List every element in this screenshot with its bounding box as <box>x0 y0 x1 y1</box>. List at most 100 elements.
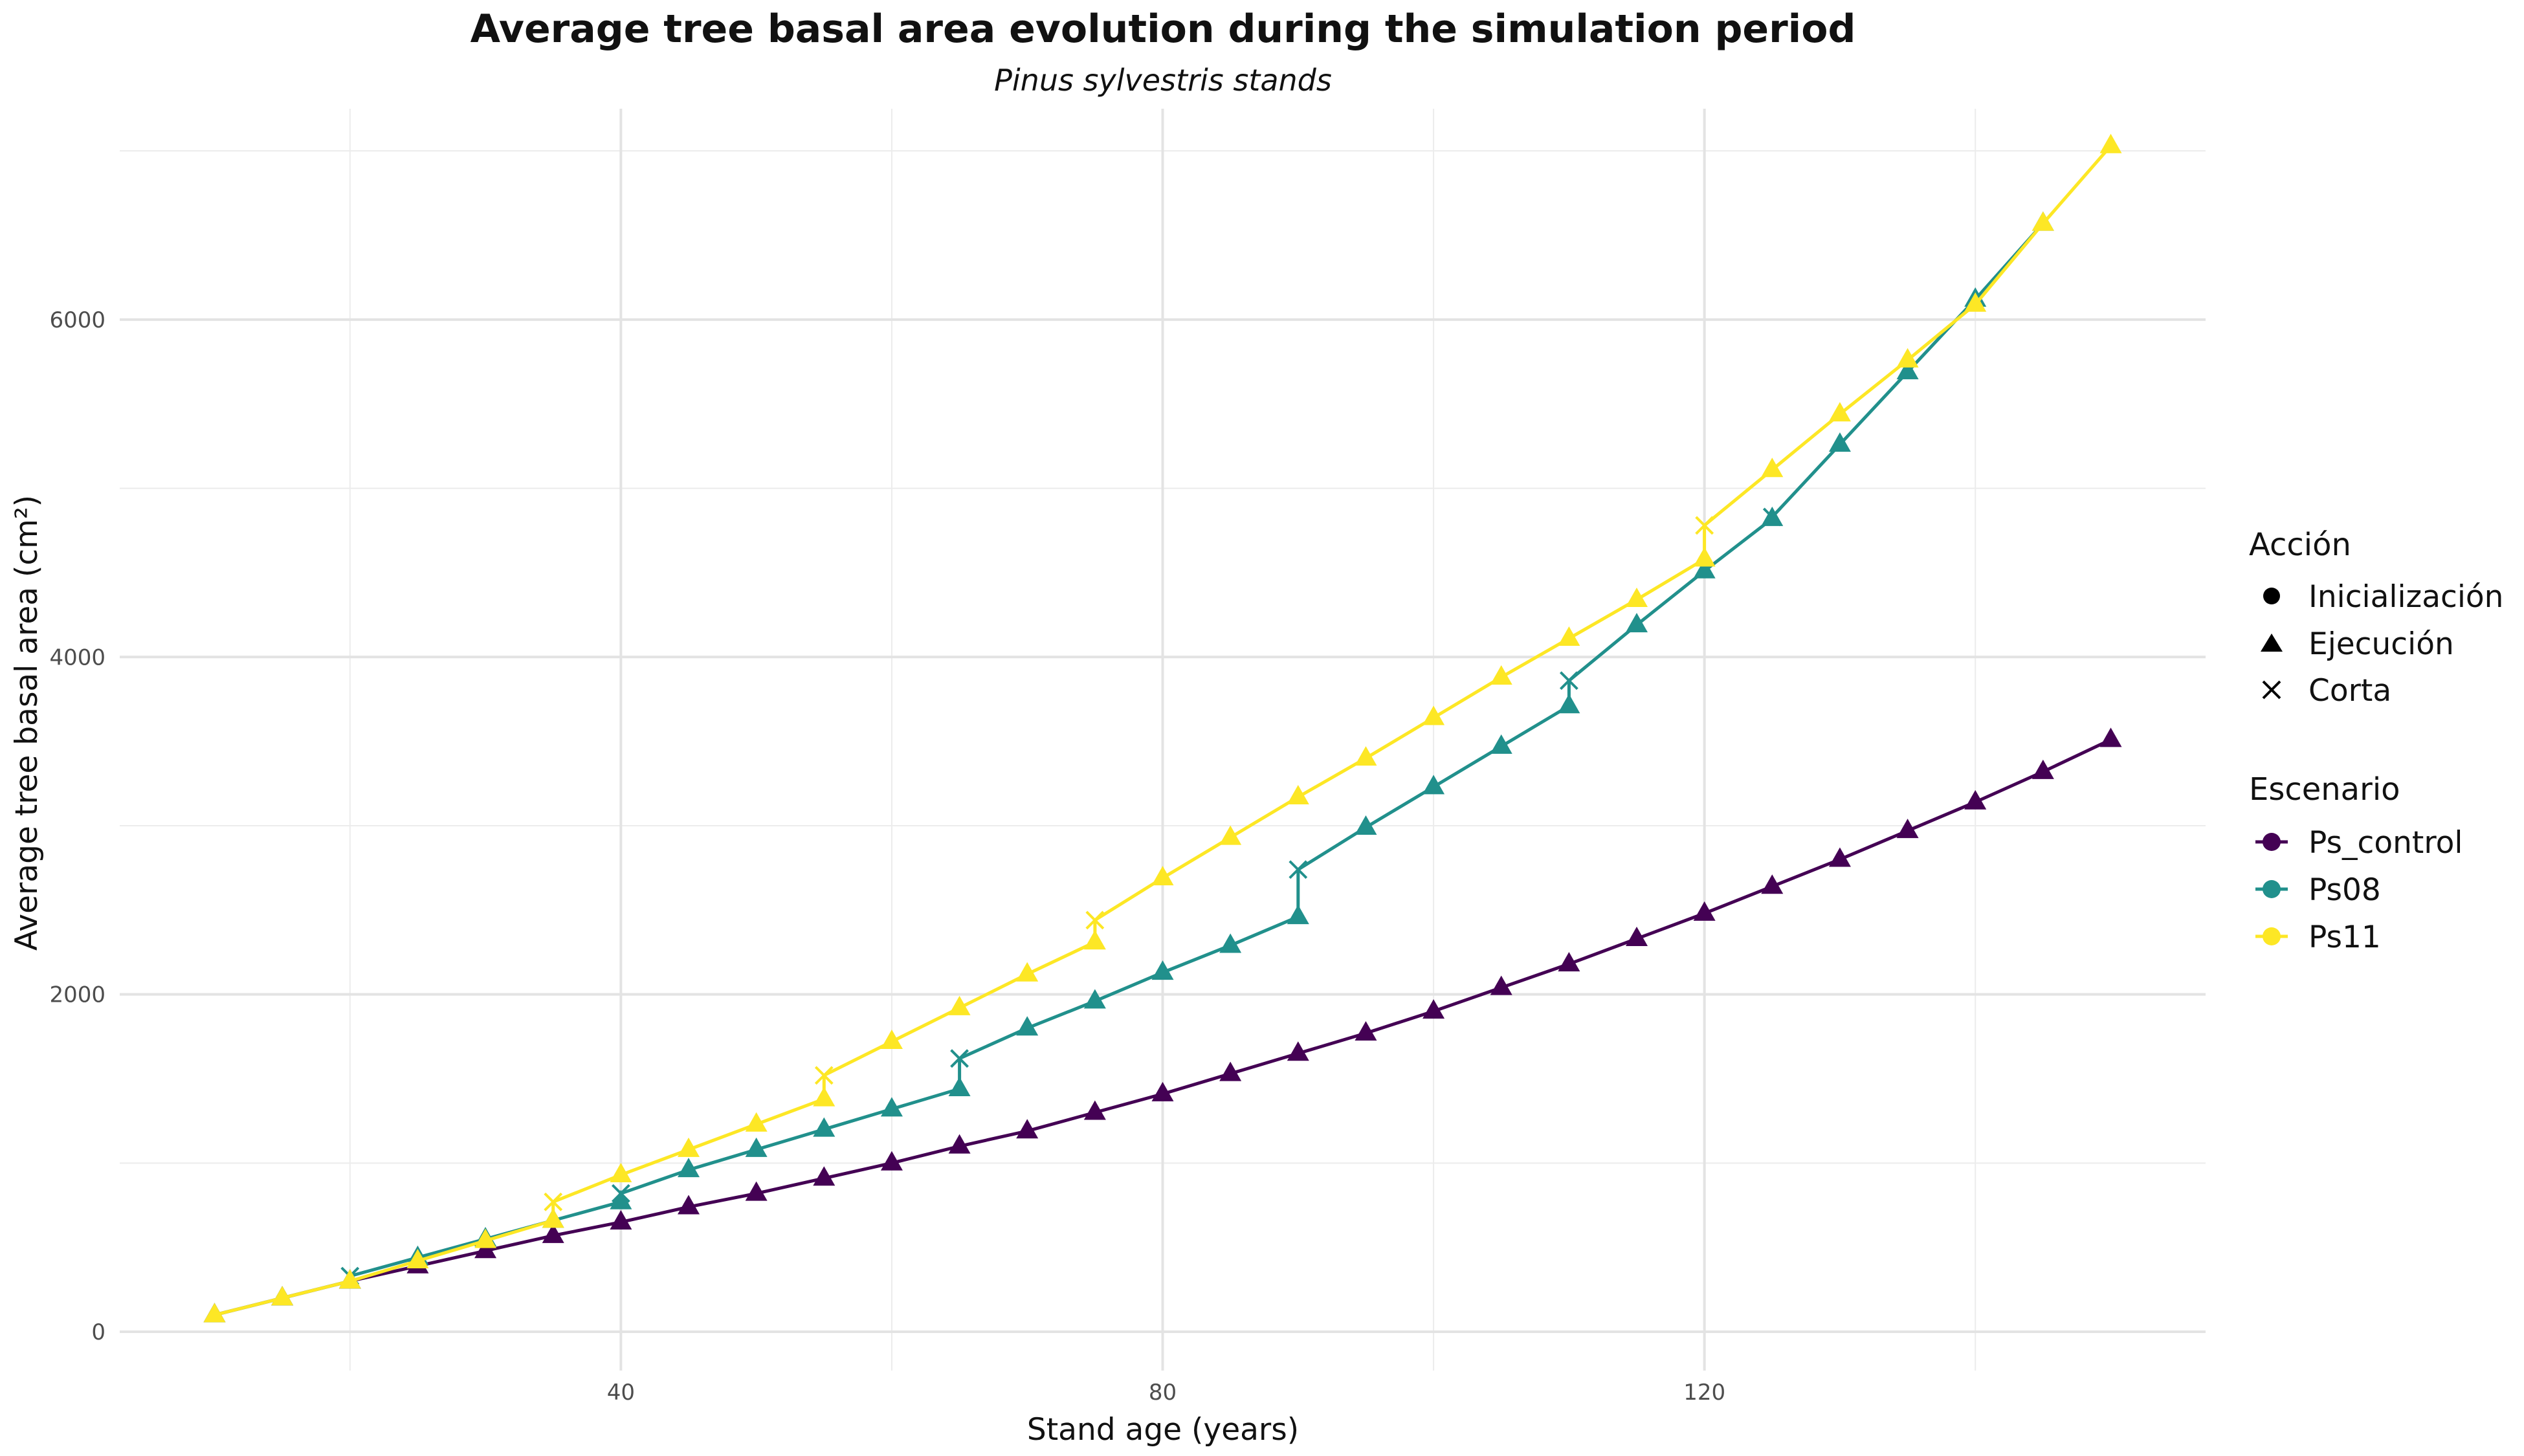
series-line <box>214 222 2044 1317</box>
ejecucion-point-marker <box>1219 825 1242 845</box>
ejecucion-point-marker <box>610 1209 632 1230</box>
ejecucion-point-marker <box>1964 789 1987 810</box>
series-ps08 <box>203 211 2054 1323</box>
ejecucion-point-marker <box>474 1239 497 1259</box>
legend-label-ejecucion: Ejecución <box>2308 626 2454 662</box>
ejecucion-point-marker <box>678 1137 700 1157</box>
y-tick-label: 6000 <box>49 307 105 333</box>
y-tick-label: 4000 <box>49 645 105 670</box>
ejecucion-point-marker <box>1626 927 1648 947</box>
ejecucion-point-marker <box>1151 866 1174 886</box>
ejecucion-point-marker <box>1828 847 1851 867</box>
ejecucion-point-marker <box>610 1189 632 1209</box>
ejecucion-point-marker <box>1896 347 1919 368</box>
series-layer <box>203 133 2122 1323</box>
legend-item-inicializacion: Inicialización <box>2263 579 2503 615</box>
legend-label-ps-control: Ps_control <box>2308 825 2463 861</box>
ejecucion-point-marker <box>474 1228 497 1248</box>
ejecucion-point-marker <box>1423 999 1445 1019</box>
ejecucion-point-marker <box>1355 746 1377 766</box>
ejecucion-point-marker <box>203 1303 226 1323</box>
ejecucion-point-marker <box>1287 905 1309 925</box>
corta-point-marker <box>950 1049 969 1068</box>
ejecucion-point-marker <box>1287 785 1309 805</box>
ejecucion-point-marker <box>948 1134 971 1154</box>
ejecucion-point-marker <box>542 1223 564 1243</box>
ejecucion-point-marker <box>1558 694 1580 714</box>
x-tick-label: 40 <box>607 1380 635 1406</box>
ejecucion-point-marker <box>1151 960 1174 980</box>
legend-label-inicializacion: Inicialización <box>2308 579 2503 615</box>
corta-point-marker <box>814 1066 834 1085</box>
ejecucion-point-marker <box>1828 402 1851 422</box>
ejecucion-point-marker <box>1016 1016 1039 1036</box>
ejecucion-point-marker <box>1423 775 1445 795</box>
ejecucion-point-marker <box>1083 1100 1106 1120</box>
corta-point-marker <box>1695 516 1714 535</box>
ejecucion-point-marker <box>1558 952 1580 972</box>
ejecucion-point-marker <box>1083 930 1106 950</box>
ejecucion-point-marker <box>1896 360 1919 380</box>
ejecucion-point-marker <box>1016 1119 1039 1139</box>
ejecucion-point-marker <box>1693 547 1716 567</box>
corta-point-marker <box>1289 860 1308 879</box>
y-tick-label: 2000 <box>49 982 105 1008</box>
ejecucion-point-marker <box>1287 1041 1309 1061</box>
ejecucion-point-marker <box>948 995 971 1015</box>
ejecucion-point-marker <box>1490 734 1512 754</box>
legend-item-ps-control: Ps_control <box>2255 825 2463 861</box>
ejecucion-point-marker <box>1626 588 1648 608</box>
corta-point-marker <box>544 1192 563 1211</box>
ejecucion-point-marker <box>1490 665 1512 685</box>
legend-title-escenario: Escenario <box>2249 771 2400 808</box>
ejecucion-point-marker <box>1761 874 1784 894</box>
ejecucion-point-marker <box>880 1097 903 1117</box>
y-tick-label: 0 <box>91 1319 105 1345</box>
legend-label-ps11: Ps11 <box>2308 920 2381 955</box>
legend-label-corta: Corta <box>2308 673 2391 709</box>
ejecucion-point-marker <box>813 1086 836 1107</box>
ejecucion-point-marker <box>2099 727 2122 747</box>
ejecucion-point-marker <box>1964 292 1987 312</box>
ejecucion-point-marker <box>1693 558 1716 579</box>
ejecucion-point-marker <box>1016 962 1039 982</box>
x-axis-ticks: 40 80 120 <box>607 1380 1725 1406</box>
circle-marker-icon <box>2263 588 2280 604</box>
cross-marker-icon <box>2262 680 2281 700</box>
ejecucion-point-marker <box>745 1137 768 1157</box>
ejecucion-point-marker <box>1151 1081 1174 1101</box>
ejecucion-point-marker <box>1423 705 1445 725</box>
ejecucion-point-marker <box>1761 458 1784 478</box>
series-ps11 <box>203 133 2122 1323</box>
ejecucion-point-marker <box>1219 933 1242 953</box>
ejecucion-point-marker <box>542 1208 564 1228</box>
ejecucion-point-marker <box>1219 1061 1242 1081</box>
chart-title: Average tree basal area evolution during… <box>470 6 1856 52</box>
ejecucion-point-marker <box>2031 759 2054 779</box>
legend-item-corta: Corta <box>2262 673 2391 709</box>
corta-point-marker <box>1085 910 1105 930</box>
circle-marker-icon <box>2263 880 2281 898</box>
ejecucion-point-marker <box>745 1181 768 1201</box>
chart-subtitle: Pinus sylvestris stands <box>994 63 1332 98</box>
ejecucion-point-marker <box>338 1269 361 1289</box>
ejecucion-point-marker <box>1355 815 1377 835</box>
ejecucion-point-marker <box>1355 1021 1377 1041</box>
ejecucion-point-marker <box>745 1112 768 1132</box>
circle-marker-icon <box>2263 927 2281 945</box>
ejecucion-point-marker <box>678 1195 700 1215</box>
ejecucion-point-marker <box>1083 989 1106 1009</box>
circle-marker-icon <box>2263 833 2281 851</box>
x-tick-label: 80 <box>1149 1380 1177 1406</box>
ejecucion-point-marker <box>1558 626 1580 646</box>
legend-title-accion: Acción <box>2249 527 2351 563</box>
corta-point-marker <box>1559 671 1578 690</box>
legend: Acción Inicialización Ejecución Corta Es… <box>2249 527 2503 955</box>
ejecucion-point-marker <box>2031 211 2054 231</box>
ejecucion-point-marker <box>1490 975 1512 995</box>
legend-item-ps11: Ps11 <box>2255 920 2381 955</box>
ejecucion-point-marker <box>2099 133 2122 153</box>
y-axis-ticks: 0 2000 4000 6000 <box>49 307 105 1345</box>
corta-point-marker <box>1762 507 1782 527</box>
